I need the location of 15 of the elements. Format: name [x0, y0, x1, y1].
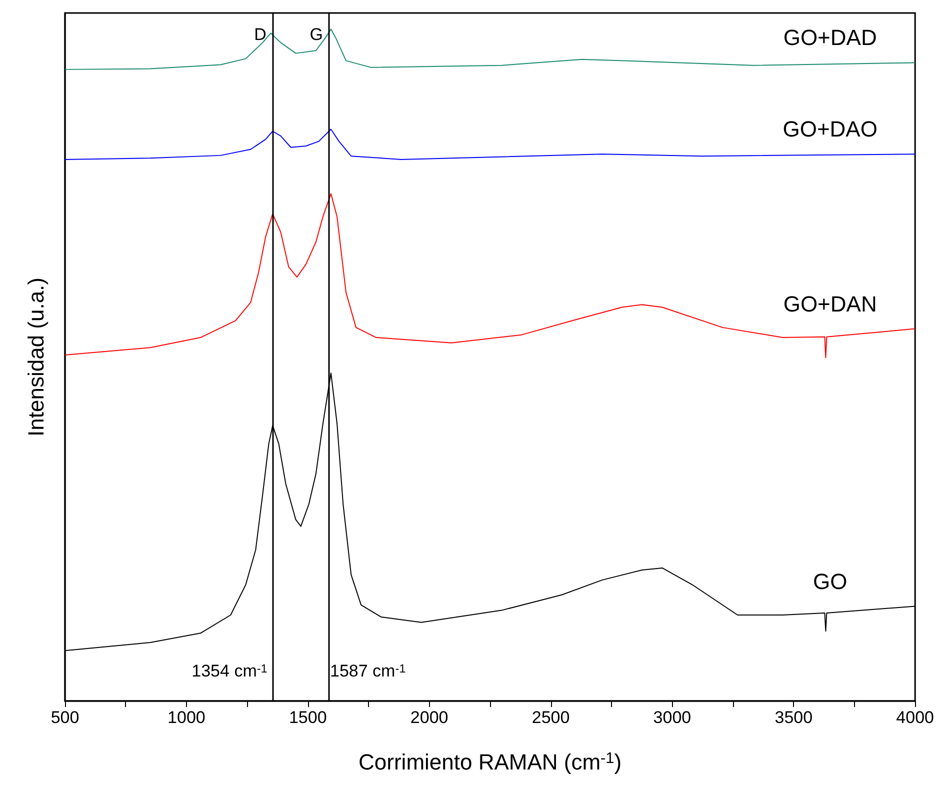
x-tick-label: 500 [50, 708, 80, 727]
x-tick-label: 2000 [410, 708, 448, 727]
series-label: GO+DAN [783, 291, 877, 316]
x-tick-label: 4000 [896, 708, 934, 727]
ref-line-label: G [310, 25, 324, 44]
x-tick-label: 3500 [774, 708, 813, 727]
x-tick-label: 1500 [288, 708, 327, 727]
series-label: GO [812, 568, 848, 594]
ref-line-label: D [254, 25, 266, 44]
x-tick-label: 2500 [532, 708, 570, 727]
series-label: GO+DAO [782, 116, 878, 142]
x-tick-label: 1000 [168, 708, 206, 727]
x-tick-label: 3000 [653, 708, 692, 727]
series-label: GO+DAD [783, 25, 877, 50]
y-axis-title: Intensidad (u.a.) [24, 278, 48, 436]
